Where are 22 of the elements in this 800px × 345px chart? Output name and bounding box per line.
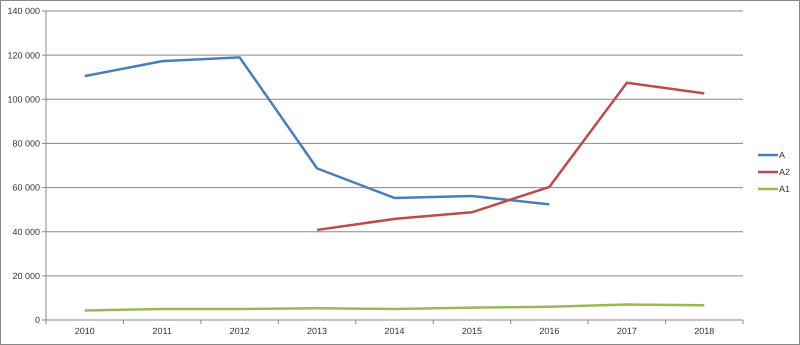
legend-label: A [779,150,786,160]
x-tick-label: 2010 [74,326,95,336]
x-tick-label: 2014 [384,326,405,336]
x-tick-label: 2013 [307,326,328,336]
x-tick-label: 2015 [462,326,482,336]
y-tick-label: 120 000 [7,50,40,60]
line-series [83,56,551,206]
y-tick-label: 60 000 [12,182,40,193]
y-tick-label: 0 [34,315,40,326]
x-tick-label: 2017 [616,326,637,336]
y-tick-label: 20 000 [12,271,40,282]
line-series [316,81,706,232]
y-tick-label: 80 000 [12,138,40,149]
y-tick-label: 100 000 [7,94,40,104]
x-tick-label: 2018 [694,326,714,336]
x-tick-label: 2012 [230,326,250,336]
y-tick-label: 140 000 [7,6,40,16]
legend-label: A1 [779,184,790,194]
x-tick-label: 2011 [152,326,172,336]
y-tick-label: 40 000 [12,226,40,237]
legend-label: A2 [779,167,790,178]
x-tick-label: 2016 [539,326,560,336]
